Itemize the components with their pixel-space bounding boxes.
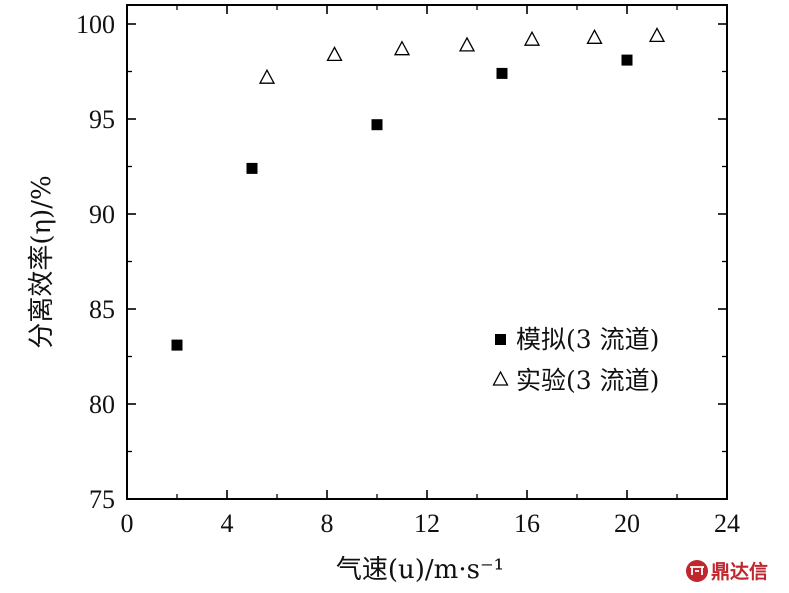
axis-ticks xyxy=(126,5,728,500)
x-tick-label: 4 xyxy=(221,509,234,538)
legend-label-simulation: 模拟(3 流道) xyxy=(516,325,659,354)
y-tick-label: 75 xyxy=(89,485,115,514)
x-tick-label: 0 xyxy=(121,509,134,538)
legend: 模拟(3 流道) 实验(3 流道) xyxy=(492,325,659,395)
triangle-point xyxy=(523,30,541,46)
triangle-point xyxy=(258,68,276,84)
y-tick-label: 100 xyxy=(76,10,115,39)
triangle-point xyxy=(326,46,343,62)
square-point xyxy=(246,162,258,174)
x-tick-label: 8 xyxy=(321,509,334,538)
x-axis-label: 气速(u)/m·s⁻¹ xyxy=(336,555,504,585)
square-point xyxy=(621,54,633,66)
square-point xyxy=(371,119,383,131)
y-axis-label: 分离效率(η)/% xyxy=(27,175,57,348)
square-point xyxy=(496,67,508,79)
legend-label-experiment: 实验(3 流道) xyxy=(516,366,659,395)
y-tick-label: 90 xyxy=(89,200,115,229)
y-tick-label: 95 xyxy=(89,105,115,134)
legend-marker-triangle xyxy=(492,370,509,386)
triangle-point xyxy=(648,27,666,43)
x-tick-label: 16 xyxy=(514,509,540,538)
x-tick-label: 12 xyxy=(414,509,440,538)
square-point xyxy=(171,339,183,351)
legend-marker-square xyxy=(495,334,506,345)
tick-labels: 0 4 8 12 16 20 24 75 80 85 90 95 100 xyxy=(76,10,740,538)
y-tick-label: 80 xyxy=(89,390,115,419)
triangle-point xyxy=(458,36,476,52)
y-tick-label: 85 xyxy=(89,295,115,324)
triangle-point xyxy=(393,40,411,56)
x-tick-label: 20 xyxy=(614,509,640,538)
triangle-point xyxy=(586,28,603,44)
watermark-text: 鼎达信 xyxy=(711,560,768,583)
data-points xyxy=(171,27,666,351)
watermark: 鼎达信 xyxy=(686,560,768,583)
x-tick-label: 24 xyxy=(714,509,740,538)
plot-frame xyxy=(126,4,728,500)
